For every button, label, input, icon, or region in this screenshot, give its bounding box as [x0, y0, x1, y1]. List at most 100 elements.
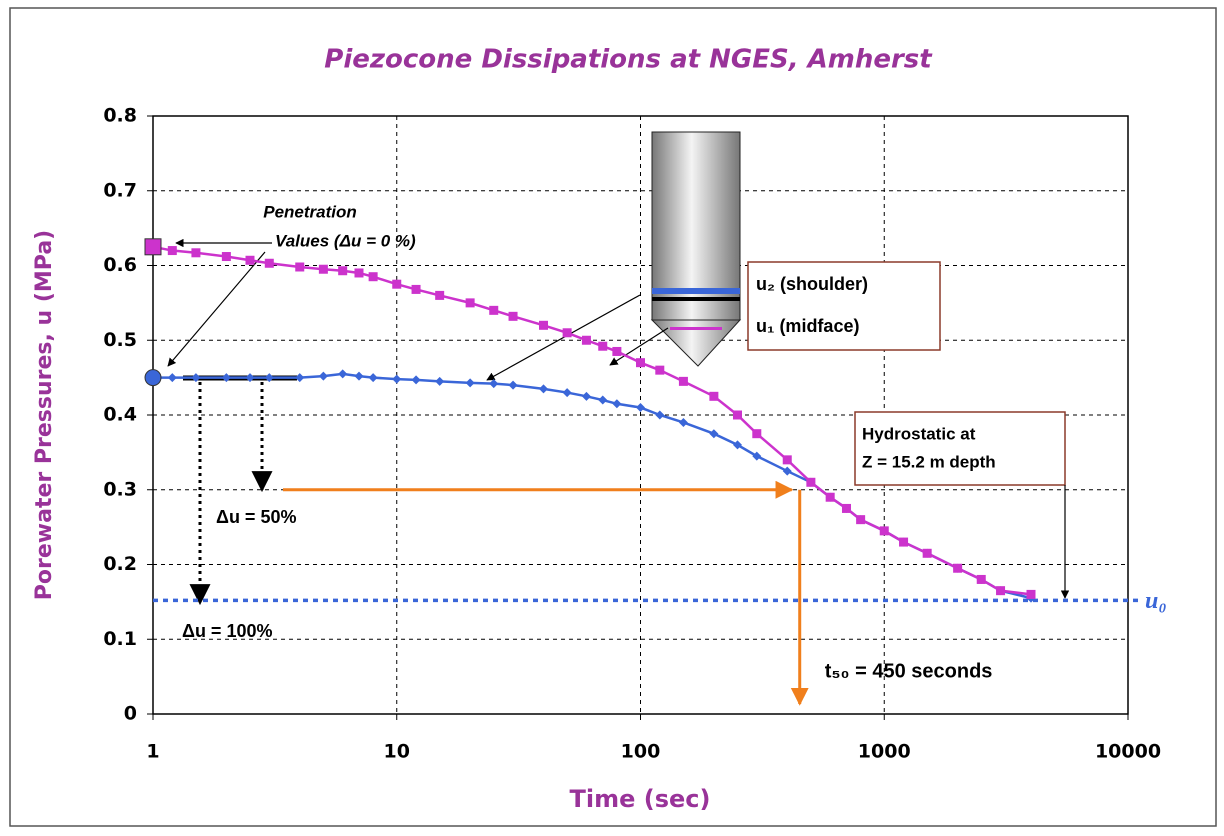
point [879, 526, 889, 536]
point [264, 258, 274, 268]
point [562, 388, 572, 398]
point [144, 238, 162, 256]
y-tick-label: 0.2 [103, 553, 137, 575]
point [167, 373, 177, 383]
y-tick-label: 0.5 [103, 329, 137, 351]
legend-arrow [486, 294, 641, 381]
point [581, 335, 591, 345]
legend [747, 261, 941, 351]
y-tick-label: 0.1 [103, 628, 137, 650]
point [465, 298, 475, 308]
point [411, 375, 421, 385]
point [562, 328, 572, 338]
point [953, 563, 963, 573]
chart-title: Piezocone Dissipations at NGES, Amherst [324, 45, 933, 75]
point [489, 305, 499, 315]
point [539, 320, 549, 330]
point [841, 503, 851, 513]
series-layer [144, 238, 1140, 706]
point [489, 379, 499, 389]
point [264, 373, 274, 383]
y-axis-label: Porewater Pressures, u (MPa) [32, 230, 57, 600]
point [825, 492, 835, 502]
point [295, 373, 305, 383]
point [465, 378, 475, 388]
point [612, 346, 622, 356]
point [678, 417, 688, 427]
point [368, 373, 378, 383]
annotation: Values (Δu = 0 %) [275, 231, 416, 250]
point [392, 279, 402, 289]
x-tick-label: 10 [384, 741, 410, 763]
hydrostatic-note: Z = 15.2 m depth [862, 452, 996, 471]
point [508, 311, 518, 321]
annotation-arrow [167, 251, 266, 367]
series-line [152, 245, 1032, 596]
y-tick-label: 0.4 [103, 404, 137, 426]
point [922, 548, 932, 558]
point [996, 586, 1006, 596]
hydrostatic-note: Hydrostatic at [862, 424, 976, 443]
t50-label: t₅₀ = 450 seconds [825, 660, 993, 682]
point [655, 365, 665, 375]
point [221, 252, 231, 262]
point [598, 341, 608, 351]
point [191, 373, 201, 383]
point [598, 395, 608, 405]
point [245, 373, 255, 383]
cone-joint [652, 297, 740, 301]
legend-arrow [609, 327, 669, 366]
point [752, 451, 762, 461]
point [338, 369, 348, 379]
y-tick-label: 0 [124, 703, 137, 725]
point [411, 284, 421, 294]
x-tick-label: 100 [621, 741, 661, 763]
point [806, 477, 816, 487]
point [709, 391, 719, 401]
point [678, 376, 688, 386]
point [245, 255, 255, 265]
point [435, 376, 445, 386]
point [354, 371, 364, 381]
point [318, 371, 328, 381]
cone-tip [650, 319, 742, 367]
point [318, 264, 328, 274]
y-tick-label: 0.6 [103, 254, 137, 276]
point [368, 272, 378, 282]
point [782, 455, 792, 465]
point [732, 410, 742, 420]
point [636, 358, 645, 368]
y-tick-label: 0.7 [103, 179, 137, 201]
x-tick-label: 10000 [1095, 741, 1161, 763]
point [191, 248, 201, 258]
y-tick-label: 0.3 [103, 478, 137, 500]
point [752, 429, 762, 439]
point [782, 466, 792, 476]
point [612, 399, 622, 409]
point [392, 374, 402, 384]
point [655, 410, 665, 420]
point [581, 391, 591, 401]
x-tick-label: 1 [146, 741, 159, 763]
point [338, 266, 348, 276]
legend-entry: u₁ (midface) [756, 316, 859, 336]
point [976, 574, 986, 584]
point [732, 440, 742, 450]
annotation: Δu = 100% [182, 621, 272, 641]
legend-entry: u₂ (shoulder) [756, 274, 868, 294]
x-axis-label: Time (sec) [570, 785, 711, 813]
hydrostatic-label: u₀ [1145, 588, 1167, 614]
annotation: Penetration [263, 202, 357, 221]
point [1026, 589, 1036, 599]
point [435, 290, 445, 300]
y-tick-label: 0.8 [103, 105, 137, 127]
annotation: Δu = 50% [216, 507, 296, 527]
x-tick-label: 1000 [858, 741, 911, 763]
point [144, 369, 162, 387]
point [539, 384, 549, 394]
point [167, 246, 177, 256]
point [508, 380, 518, 390]
cone-illustration [650, 131, 742, 367]
point [856, 515, 866, 525]
